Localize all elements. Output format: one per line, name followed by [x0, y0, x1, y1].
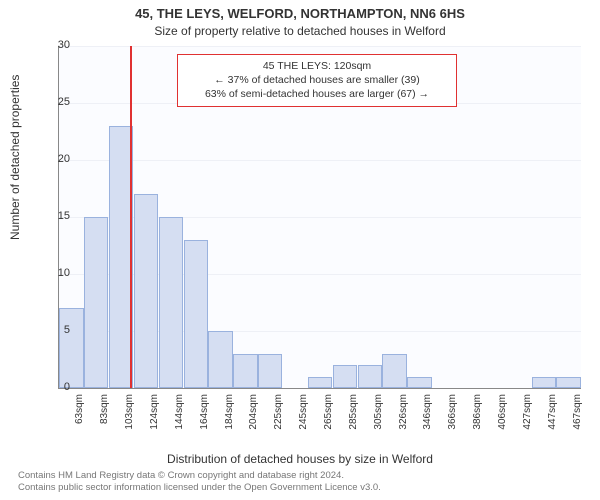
x-tick-label: 406sqm: [497, 394, 508, 438]
x-tick-label: 265sqm: [323, 394, 334, 438]
footer-line-2: Contains public sector information licen…: [18, 482, 381, 494]
subject-marker-line: [130, 46, 132, 388]
x-tick-label: 204sqm: [248, 394, 259, 438]
x-tick-label: 245sqm: [298, 394, 309, 438]
x-tick-label: 103sqm: [124, 394, 135, 438]
x-tick-label: 63sqm: [74, 394, 85, 438]
x-tick-label: 447sqm: [547, 394, 558, 438]
histogram-bar: [59, 308, 83, 388]
x-tick-label: 225sqm: [273, 394, 284, 438]
footer-attribution: Contains HM Land Registry data © Crown c…: [18, 470, 381, 494]
histogram-bar: [407, 377, 431, 388]
histogram-bar: [159, 217, 183, 388]
histogram-bar: [258, 354, 282, 388]
y-tick-label: 25: [40, 96, 70, 108]
callout-line: ← 37% of detached houses are smaller (39…: [186, 73, 448, 87]
chart-subtitle: Size of property relative to detached ho…: [0, 24, 600, 38]
histogram-bar: [84, 217, 108, 388]
x-tick-label: 386sqm: [472, 394, 483, 438]
histogram-bar: [208, 331, 232, 388]
x-tick-label: 305sqm: [373, 394, 384, 438]
callout-line: 45 THE LEYS: 120sqm: [186, 59, 448, 73]
histogram-bar: [532, 377, 556, 388]
histogram-bar: [134, 194, 158, 388]
x-tick-label: 467sqm: [572, 394, 583, 438]
x-tick-label: 83sqm: [99, 394, 110, 438]
x-tick-label: 285sqm: [348, 394, 359, 438]
histogram-bar: [358, 365, 382, 388]
y-tick-label: 0: [40, 381, 70, 393]
x-tick-label: 366sqm: [447, 394, 458, 438]
x-tick-label: 427sqm: [522, 394, 533, 438]
y-tick-label: 15: [40, 210, 70, 222]
callout-box: 45 THE LEYS: 120sqm← 37% of detached hou…: [177, 54, 457, 107]
gridline: [59, 46, 581, 47]
y-axis-label: Number of detached properties: [8, 75, 22, 240]
plot-area: 45 THE LEYS: 120sqm← 37% of detached hou…: [58, 46, 581, 389]
histogram-bar: [333, 365, 357, 388]
histogram-bar: [184, 240, 208, 388]
x-axis-label: Distribution of detached houses by size …: [0, 452, 600, 466]
callout-line: 63% of semi-detached houses are larger (…: [186, 87, 448, 101]
histogram-bar: [382, 354, 406, 388]
histogram-bar: [308, 377, 332, 388]
y-tick-label: 30: [40, 39, 70, 51]
histogram-bar: [556, 377, 580, 388]
histogram-bar: [233, 354, 257, 388]
footer-line-1: Contains HM Land Registry data © Crown c…: [18, 470, 381, 482]
x-tick-label: 124sqm: [149, 394, 160, 438]
x-tick-label: 326sqm: [398, 394, 409, 438]
x-tick-label: 164sqm: [199, 394, 210, 438]
gridline: [59, 160, 581, 161]
y-tick-label: 5: [40, 324, 70, 336]
y-tick-label: 10: [40, 267, 70, 279]
x-tick-label: 184sqm: [224, 394, 235, 438]
y-tick-label: 20: [40, 153, 70, 165]
x-tick-label: 144sqm: [174, 394, 185, 438]
x-tick-label: 346sqm: [422, 394, 433, 438]
chart-title: 45, THE LEYS, WELFORD, NORTHAMPTON, NN6 …: [0, 6, 600, 21]
